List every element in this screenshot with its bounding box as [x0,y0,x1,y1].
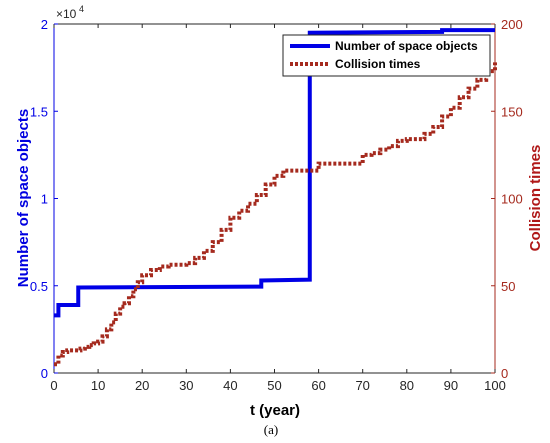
left-y-tick-label: 2 [41,17,48,32]
x-tick-label: 60 [311,378,325,393]
x-tick-label: 40 [223,378,237,393]
x-tick-label: 70 [355,378,369,393]
series-line-space-objects [54,28,495,318]
legend: Number of space objects Collision times [282,34,491,77]
left-y-tick-label: 0.5 [30,279,48,294]
figure-caption: (a) [264,422,278,437]
left-y-tick-label: 1 [41,192,48,207]
x-axis: 0 10 20 30 40 50 60 70 80 90 100 [50,24,506,393]
legend-label-space-objects: Number of space objects [335,39,478,53]
right-y-tick-label: 200 [501,17,523,32]
right-y-tick-label: 150 [501,104,523,119]
left-y-axis-title: Number of space objects [15,109,32,287]
x-tick-label: 30 [179,378,193,393]
left-axis-multiplier-base: ×10 [56,7,77,21]
right-y-tick-label: 50 [501,279,515,294]
right-y-axis-title: Collision times [527,145,544,252]
x-tick-label: 10 [91,378,105,393]
right-y-tick-label: 100 [501,192,523,207]
series-line-collision-times [54,62,497,367]
legend-box [282,34,491,77]
x-tick-label: 90 [444,378,458,393]
series-layer [54,28,497,367]
x-tick-label: 50 [267,378,281,393]
x-tick-label: 0 [50,378,57,393]
plot-background [54,24,495,373]
left-y-tick-label: 0 [41,366,48,381]
x-axis-title: t (year) [250,402,300,419]
plot-area [53,23,496,374]
x-tick-label: 80 [400,378,414,393]
right-y-tick-label: 0 [501,366,508,381]
x-tick-label: 20 [135,378,149,393]
legend-label-collision-times: Collision times [335,57,421,71]
x-tick-label: 100 [484,378,506,393]
left-y-axis: 0 0.5 1 1.5 2 [30,17,58,381]
right-y-axis: 0 50 100 150 200 [491,17,523,381]
left-axis-multiplier: ×10 4 [56,4,84,21]
left-y-tick-label: 1.5 [30,104,48,119]
left-axis-multiplier-exponent: 4 [79,4,84,14]
